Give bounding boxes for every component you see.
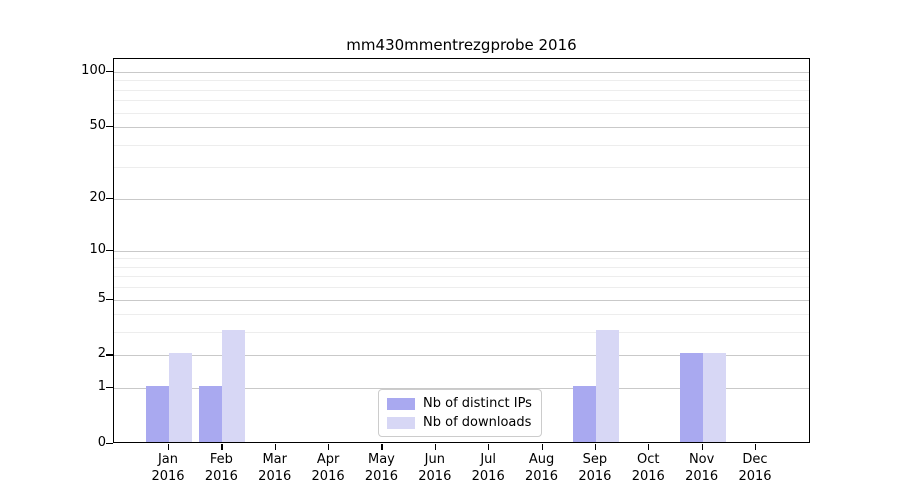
x-tick-label: Sep 2016: [578, 452, 612, 484]
gridline-minor: [114, 80, 809, 82]
gridline-major: [114, 299, 809, 301]
gridline-major: [114, 355, 809, 357]
bar-downloads: [595, 330, 619, 442]
x-tick-mark: [274, 444, 276, 450]
y-tick-label: 2: [97, 346, 106, 362]
y-tick-mark: [106, 298, 113, 300]
bar-downloads: [169, 353, 192, 442]
x-tick-label: Oct 2016: [631, 452, 665, 484]
gridline-minor: [114, 332, 809, 334]
x-tick-label: Feb 2016: [204, 452, 238, 484]
y-tick-label: 0: [97, 435, 106, 450]
x-tick-label: Nov 2016: [685, 452, 719, 484]
legend: Nb of distinct IPs Nb of downloads: [378, 389, 542, 437]
bar-distinct-ips: [679, 353, 703, 442]
gridline-minor: [114, 266, 809, 268]
gridline-minor: [114, 144, 809, 146]
y-tick-mark: [106, 71, 113, 73]
bar-downloads: [222, 330, 246, 442]
bar-downloads: [702, 353, 726, 442]
bar-distinct-ips: [146, 386, 169, 442]
x-tick-mark: [648, 444, 650, 450]
gridline-major: [114, 250, 809, 252]
x-tick-mark: [328, 444, 330, 450]
gridline-minor: [114, 287, 809, 289]
legend-swatch-downloads: [387, 416, 415, 429]
gridline-minor: [114, 100, 809, 102]
y-tick-mark: [106, 249, 113, 251]
y-tick-mark: [106, 354, 113, 356]
legend-item-distinct-ips: Nb of distinct IPs: [387, 396, 541, 411]
legend-label-downloads: Nb of downloads: [423, 415, 532, 430]
gridline-minor: [114, 112, 809, 114]
y-tick-label: 50: [89, 118, 106, 134]
gridline-major: [114, 198, 809, 200]
gridline-minor: [114, 258, 809, 260]
y-tick-label: 100: [81, 63, 106, 78]
x-tick-label: Mar 2016: [258, 452, 292, 484]
y-tick-mark: [106, 126, 113, 128]
y-tick-label: 5: [97, 290, 106, 306]
gridline-minor: [114, 276, 809, 278]
chart-title: mm430mmentrezgprobe 2016: [346, 36, 577, 54]
x-tick-mark: [168, 444, 170, 450]
gridline-minor: [114, 89, 809, 91]
legend-swatch-distinct-ips: [387, 397, 415, 410]
y-tick-mark: [106, 387, 113, 389]
gridline-major: [114, 72, 809, 73]
x-tick-label: Aug 2016: [524, 452, 559, 484]
x-tick-label: Apr 2016: [311, 452, 345, 484]
bar-distinct-ips: [572, 386, 596, 442]
x-tick-label: Jul 2016: [471, 452, 505, 484]
plot-area: [113, 58, 810, 443]
x-tick-mark: [381, 444, 383, 450]
gridline-minor: [114, 167, 809, 169]
x-tick-mark: [701, 444, 703, 450]
x-tick-label: May 2016: [364, 452, 398, 484]
legend-item-downloads: Nb of downloads: [387, 415, 541, 430]
gridline-minor: [114, 314, 809, 316]
x-tick-mark: [434, 444, 436, 450]
x-tick-label: Jan 2016: [151, 452, 185, 484]
x-tick-label: Jun 2016: [418, 452, 452, 484]
y-tick-mark: [106, 197, 113, 199]
y-tick-mark: [106, 443, 113, 445]
x-tick-label: Dec 2016: [738, 452, 772, 484]
x-tick-mark: [221, 444, 223, 450]
bar-distinct-ips: [199, 386, 223, 442]
y-tick-label: 10: [89, 241, 106, 257]
x-tick-mark: [541, 444, 543, 450]
y-tick-label: 20: [89, 189, 106, 205]
legend-label-distinct-ips: Nb of distinct IPs: [423, 396, 532, 411]
x-tick-mark: [594, 444, 597, 450]
x-tick-mark: [755, 444, 757, 450]
gridline-major: [114, 388, 809, 390]
y-tick-label: 1: [97, 379, 106, 395]
x-tick-mark: [488, 444, 490, 450]
gridline-major: [114, 127, 809, 129]
